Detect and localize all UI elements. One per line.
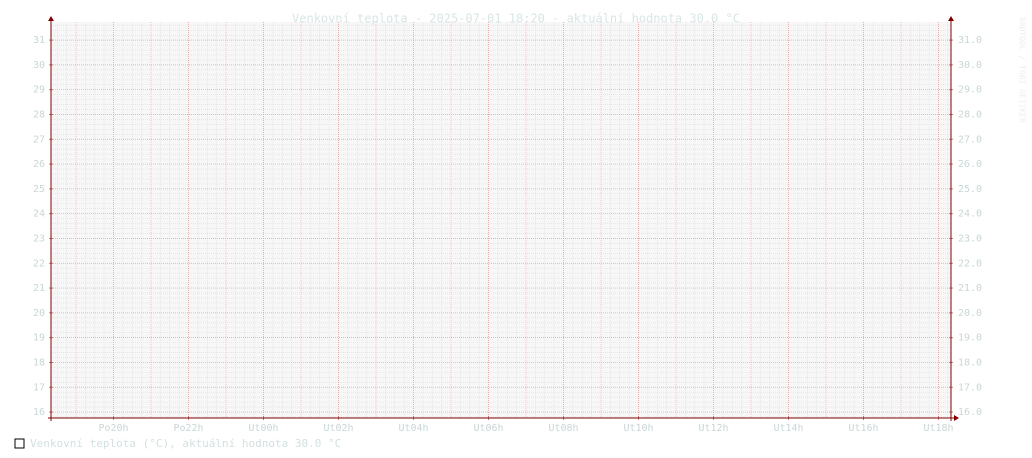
- y2-tick-label: 20.0: [958, 308, 982, 319]
- y2-tick-label: 16.0: [958, 407, 982, 418]
- x-tick-label: Po22h: [173, 423, 203, 434]
- y-tick-label: 16: [33, 407, 45, 418]
- y2-tick-label: 27.0: [958, 134, 982, 145]
- y2-tick-label: 24.0: [958, 209, 982, 220]
- x-tick-label: Ut14h: [773, 423, 803, 434]
- y2-tick-label: 31.0: [958, 35, 982, 46]
- y2-tick-label: 26.0: [958, 159, 982, 170]
- plot-area: [51, 22, 951, 418]
- y2-tick-label: 22.0: [958, 258, 982, 269]
- x-tick-label: Ut04h: [398, 423, 428, 434]
- y2-tick-label: 28.0: [958, 109, 982, 120]
- y-tick-label: 29: [33, 85, 45, 96]
- legend-label: Venkovní teplota (°C), aktuální hodnota …: [30, 437, 341, 450]
- y-tick-label: 20: [33, 308, 45, 319]
- y-tick-label: 21: [33, 283, 45, 294]
- y-tick-label: 30: [33, 60, 45, 71]
- y2-tick-label: 30.0: [958, 60, 982, 71]
- y2-tick-label: 18.0: [958, 357, 982, 368]
- axis-arrow: [48, 16, 54, 21]
- y2-tick-label: 29.0: [958, 85, 982, 96]
- y-tick-label: 22: [33, 258, 45, 269]
- x-tick-label: Ut10h: [623, 423, 653, 434]
- y-tick-label: 24: [33, 209, 45, 220]
- y2-tick-label: 25.0: [958, 184, 982, 195]
- side-label: RRDTOOL / TOBI OETIKER: [1018, 17, 1027, 123]
- y-tick-label: 19: [33, 333, 45, 344]
- y-tick-label: 25: [33, 184, 45, 195]
- axis-arrow: [948, 16, 954, 21]
- axes: 16 17 18 19 20 21 22 23 24 25 26 27 28 29 30 31 16.0 17.0…: [33, 16, 982, 434]
- x-tick-label: Ut16h: [848, 423, 878, 434]
- y-tick-label: 26: [33, 159, 45, 170]
- axis-arrow: [954, 415, 959, 421]
- x-tick-label: Ut02h: [323, 423, 353, 434]
- x-tick-label: Ut06h: [473, 423, 503, 434]
- legend-swatch: [14, 438, 25, 449]
- y-tick-label: 27: [33, 134, 45, 145]
- chart-title: Venkovní teplota - 2025-07-01 18:20 - ak…: [292, 12, 740, 26]
- x-tick-label: Ut12h: [698, 423, 728, 434]
- y-tick-label: 17: [33, 382, 45, 393]
- x-tick-label: Ut18h: [923, 423, 953, 434]
- y2-tick-label: 23.0: [958, 233, 982, 244]
- x-tick-label: Ut08h: [548, 423, 578, 434]
- y-tick-label: 23: [33, 233, 45, 244]
- y2-tick-label: 21.0: [958, 283, 982, 294]
- y2-tick-label: 19.0: [958, 333, 982, 344]
- x-tick-label: Po20h: [98, 423, 128, 434]
- y-tick-label: 18: [33, 357, 45, 368]
- y2-tick-label: 17.0: [958, 382, 982, 393]
- grid: [51, 22, 951, 418]
- y-tick-label: 31: [33, 35, 45, 46]
- x-tick-label: Ut00h: [248, 423, 278, 434]
- y-tick-label: 28: [33, 109, 45, 120]
